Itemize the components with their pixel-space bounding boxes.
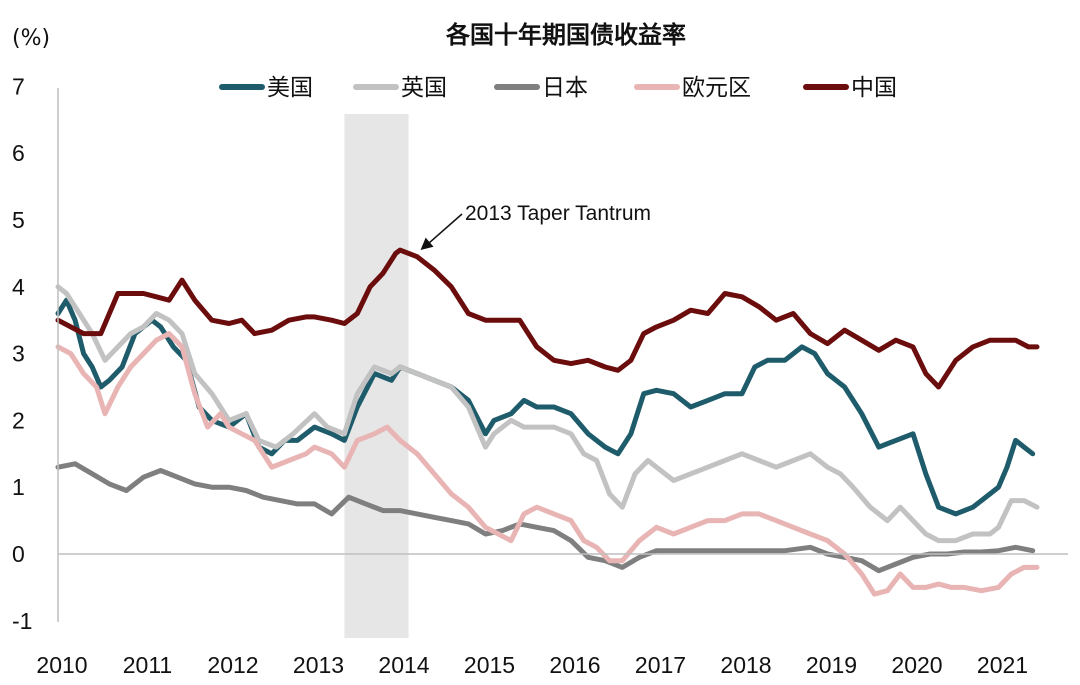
series-line-0	[55, 297, 1036, 517]
series-line-3	[55, 331, 1040, 597]
x-tick-label: 2016	[549, 652, 600, 678]
y-tick-label: 6	[12, 140, 25, 166]
y-tick-label: 5	[12, 207, 25, 233]
x-tick-label: 2014	[378, 652, 429, 678]
y-tick-label: 0	[12, 541, 25, 567]
legend-label-3: 欧元区	[682, 75, 751, 101]
annotation-label: 2013 Taper Tantrum	[465, 202, 651, 225]
legend-label-1: 英国	[401, 75, 447, 101]
annotation-arrow-line	[425, 213, 463, 247]
series-line-4	[55, 247, 1040, 390]
legend-label-0: 美国	[267, 75, 313, 101]
y-tick-label: 4	[12, 274, 25, 300]
x-tick-label: 2011	[123, 652, 172, 678]
x-tick-label: 2020	[891, 652, 942, 678]
x-tick-label: 2010	[36, 652, 87, 678]
x-tick-label: 2013	[293, 652, 344, 678]
x-tick-label: 2019	[806, 652, 857, 678]
x-tick-label: 2018	[720, 652, 771, 678]
y-tick-label: 7	[12, 73, 25, 99]
unit-label: (%)	[12, 26, 50, 51]
x-tick-label: 2021	[977, 652, 1028, 678]
chart-title: 各国十年期国债收益率	[445, 21, 686, 49]
y-tick-label: 1	[12, 474, 25, 500]
annotation-arrowhead	[420, 237, 434, 251]
legend-label-2: 日本	[542, 75, 588, 101]
legend-label-4: 中国	[851, 75, 897, 101]
x-tick-label: 2017	[635, 652, 686, 678]
x-tick-label: 2015	[464, 652, 515, 678]
x-tick-label: 2012	[207, 652, 258, 678]
y-tick-label: -1	[12, 608, 32, 634]
series-line-1	[55, 284, 1040, 544]
y-tick-label: 2	[12, 407, 25, 433]
y-tick-label: 3	[12, 341, 25, 367]
